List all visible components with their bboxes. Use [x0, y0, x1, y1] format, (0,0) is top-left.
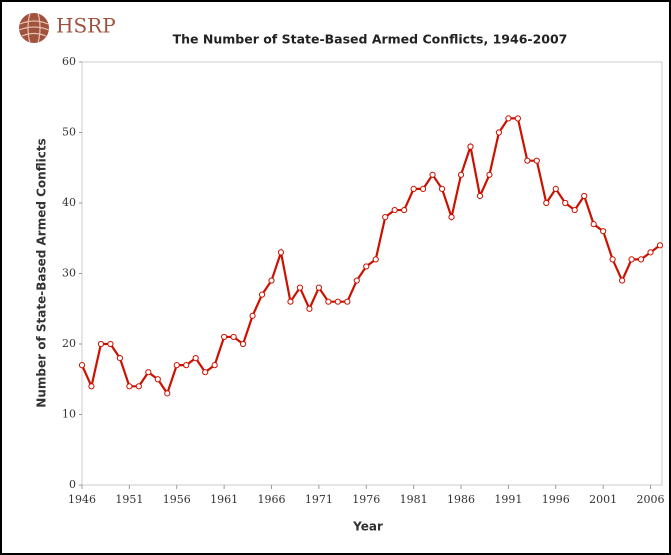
point [268, 277, 275, 284]
x-tick-label: 1991 [494, 493, 522, 506]
point [126, 383, 133, 390]
point [258, 291, 266, 298]
x-tick-label: 1971 [305, 493, 333, 506]
point [448, 214, 455, 221]
point [505, 115, 512, 122]
point [97, 340, 105, 348]
point [344, 298, 351, 305]
point [637, 256, 645, 263]
point [467, 143, 474, 150]
point [372, 256, 379, 263]
point [590, 221, 597, 228]
x-tick-label: 1996 [542, 493, 570, 506]
brand: HSRP [56, 14, 116, 38]
point [571, 206, 578, 214]
y-axis-label: Number of State-Based Armed Conflicts [35, 138, 49, 407]
x-tick-label: 1966 [258, 493, 286, 506]
point [552, 185, 559, 192]
logo-icon [18, 12, 50, 44]
point [628, 256, 635, 263]
point [486, 171, 493, 178]
point [600, 228, 607, 235]
point [296, 284, 304, 291]
point [145, 369, 152, 376]
x-tick-label: 1976 [352, 493, 380, 506]
point [239, 340, 247, 348]
y-tick-label: 20 [62, 337, 76, 350]
point [401, 206, 408, 214]
y-tick-label: 60 [62, 55, 76, 68]
point [230, 333, 237, 341]
point [221, 333, 228, 341]
point [562, 199, 569, 207]
point [315, 284, 322, 291]
y-tick-label: 30 [62, 267, 76, 280]
y-tick-label: 40 [62, 196, 76, 209]
point [202, 369, 209, 376]
x-tick-label: 1981 [400, 493, 428, 506]
point [107, 340, 114, 348]
x-tick-label: 1946 [68, 493, 96, 506]
point [135, 383, 142, 390]
point [183, 362, 190, 369]
point [618, 277, 626, 284]
point [164, 390, 171, 397]
point [88, 383, 95, 390]
point [410, 185, 417, 192]
point [476, 192, 484, 200]
chart-title: The Number of State-Based Armed Conflict… [173, 32, 568, 47]
point [154, 376, 161, 383]
point [116, 355, 124, 362]
point [287, 298, 294, 305]
point [391, 206, 398, 214]
x-tick-label: 1986 [447, 493, 475, 506]
x-tick-label: 2006 [637, 493, 665, 506]
y-tick-label: 50 [62, 126, 76, 139]
x-tick-label: 1956 [163, 493, 191, 506]
point [581, 192, 588, 200]
point [543, 199, 550, 207]
x-tick-label: 1951 [115, 493, 143, 506]
point [363, 263, 370, 270]
point [656, 242, 664, 249]
point [438, 185, 446, 192]
point [353, 277, 360, 284]
point [382, 214, 389, 221]
point [325, 298, 332, 305]
x-axis-label: Year [352, 520, 383, 534]
point [533, 157, 540, 164]
y-tick-label: 0 [69, 478, 76, 491]
point [524, 157, 531, 164]
point [495, 129, 503, 136]
x-tick-label: 2001 [589, 493, 617, 506]
point [192, 355, 199, 362]
point [173, 362, 180, 369]
point [277, 249, 285, 256]
point [647, 249, 654, 256]
point [334, 298, 341, 305]
point [429, 171, 436, 178]
point [211, 362, 218, 369]
point [249, 312, 256, 319]
y-tick-label: 10 [62, 408, 76, 421]
point [457, 171, 465, 178]
point [609, 256, 616, 263]
point [306, 305, 313, 312]
point [78, 362, 86, 369]
point [514, 115, 521, 122]
point [420, 185, 427, 192]
x-tick-label: 1961 [210, 493, 238, 506]
